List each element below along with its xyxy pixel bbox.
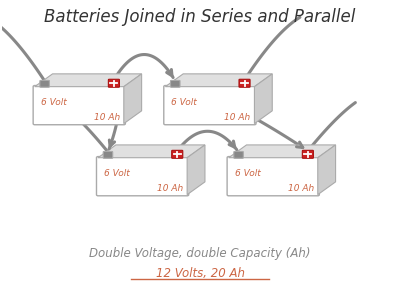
Text: 12 Volts, 20 Ah: 12 Volts, 20 Ah	[156, 267, 244, 280]
Text: Batteries Joined in Series and Parallel: Batteries Joined in Series and Parallel	[44, 9, 356, 26]
Polygon shape	[254, 74, 272, 124]
FancyBboxPatch shape	[164, 86, 256, 125]
Polygon shape	[98, 145, 205, 158]
Polygon shape	[124, 74, 142, 124]
FancyBboxPatch shape	[170, 80, 180, 87]
FancyBboxPatch shape	[172, 150, 183, 158]
Polygon shape	[165, 74, 272, 87]
FancyBboxPatch shape	[33, 86, 125, 125]
FancyBboxPatch shape	[96, 157, 189, 196]
FancyBboxPatch shape	[239, 79, 250, 87]
Polygon shape	[35, 74, 142, 87]
Text: 6 Volt: 6 Volt	[235, 169, 260, 178]
FancyBboxPatch shape	[103, 152, 113, 158]
Polygon shape	[187, 145, 205, 195]
Text: 10 Ah: 10 Ah	[224, 113, 250, 122]
Text: 10 Ah: 10 Ah	[157, 184, 183, 193]
Text: 10 Ah: 10 Ah	[94, 113, 120, 122]
FancyBboxPatch shape	[40, 80, 49, 87]
FancyBboxPatch shape	[234, 152, 243, 158]
Text: 10 Ah: 10 Ah	[288, 184, 314, 193]
Text: Double Voltage, double Capacity (Ah): Double Voltage, double Capacity (Ah)	[89, 247, 311, 260]
Text: 6 Volt: 6 Volt	[171, 98, 197, 107]
FancyBboxPatch shape	[302, 150, 314, 158]
Text: 6 Volt: 6 Volt	[104, 169, 130, 178]
Polygon shape	[229, 145, 336, 158]
FancyBboxPatch shape	[227, 157, 319, 196]
Polygon shape	[318, 145, 336, 195]
FancyBboxPatch shape	[108, 79, 120, 87]
Text: 6 Volt: 6 Volt	[41, 98, 66, 107]
